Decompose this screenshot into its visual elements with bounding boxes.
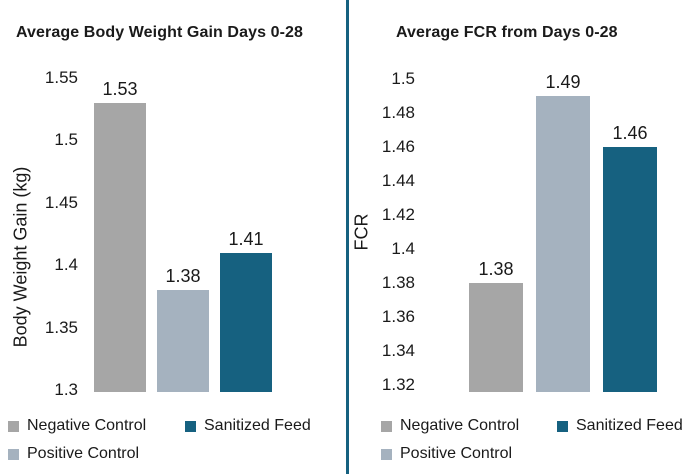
bar-group-negative-control: 1.53 <box>94 79 146 392</box>
chart-panel-body-weight-gain: Average Body Weight Gain Days 0-28 Body … <box>0 0 346 474</box>
chart-title: Average FCR from Days 0-28 <box>396 24 618 41</box>
legend-swatch-icon <box>557 420 568 432</box>
legend-item-sanitized-feed: Sanitized Feed <box>557 412 683 440</box>
legend-item-negative-control: Negative Control <box>8 412 185 440</box>
y-tick-label: 1.3 <box>54 380 78 399</box>
y-tick-label: 1.48 <box>381 103 415 122</box>
legend-item-positive-control: Positive Control <box>381 440 557 468</box>
y-axis-ticks: 1.55 1.5 1.45 1.4 1.35 1.3 <box>0 68 78 399</box>
bar-group-negative-control: 1.38 <box>469 259 523 392</box>
bar-series: 1.38 1.49 1.46 <box>467 72 659 392</box>
y-axis-ticks: 1.5 1.48 1.46 1.44 1.42 1.4 1.38 1.36 1.34 1.32 <box>349 69 415 394</box>
bar-series: 1.53 1.38 1.41 <box>88 78 278 392</box>
bar-negative-control <box>94 103 146 392</box>
legend-label: Sanitized Feed <box>576 417 683 434</box>
legend-label: Sanitized Feed <box>204 417 311 434</box>
y-tick-label: 1.4 <box>391 239 415 258</box>
y-tick-label: 1.45 <box>44 192 78 212</box>
y-tick-label: 1.5 <box>54 130 78 150</box>
legend-swatch-icon <box>8 420 19 432</box>
legend-label: Positive Control <box>27 445 140 462</box>
legend: Negative Control Sanitized Feed Positive C… <box>381 412 683 468</box>
bar-value-label: 1.46 <box>612 123 648 143</box>
bar-value-label: 1.38 <box>478 259 514 279</box>
legend-item-sanitized-feed: Sanitized Feed <box>185 412 311 440</box>
bar-group-positive-control: 1.49 <box>536 72 590 392</box>
bar-value-label: 1.53 <box>102 79 138 99</box>
y-tick-label: 1.34 <box>381 341 415 360</box>
y-tick-label: 1.36 <box>381 307 415 326</box>
chart-title: Average Body Weight Gain Days 0-28 <box>16 24 304 41</box>
legend-swatch-icon <box>185 420 196 432</box>
bar-value-label: 1.41 <box>228 228 264 249</box>
legend-swatch-icon <box>381 420 392 432</box>
y-tick-label: 1.32 <box>381 375 415 394</box>
legend-item-negative-control: Negative Control <box>381 412 557 440</box>
plot-area: 1.55 1.5 1.45 1.4 1.35 1.3 1.53 1.38 1.41 <box>0 68 346 399</box>
legend-label: Negative Control <box>400 417 520 434</box>
y-tick-label: 1.42 <box>381 205 415 224</box>
bar-value-label: 1.38 <box>165 266 201 287</box>
y-tick-label: 1.35 <box>44 317 78 337</box>
legend-swatch-icon <box>8 448 19 460</box>
bar-group-sanitized-feed: 1.46 <box>603 123 657 392</box>
bar-negative-control <box>469 283 523 392</box>
bar-positive-control <box>536 96 590 392</box>
legend-item-positive-control: Positive Control <box>8 440 185 468</box>
legend: Negative Control Sanitized Feed Positive C… <box>8 412 311 468</box>
chart-panel-fcr: Average FCR from Days 0-28 FCR 1.5 1.48 1.… <box>349 0 696 474</box>
bar-positive-control <box>157 290 209 392</box>
bar-value-label: 1.49 <box>545 72 581 92</box>
bar-sanitized-feed <box>603 147 657 392</box>
y-tick-label: 1.4 <box>54 255 78 275</box>
y-tick-label: 1.44 <box>381 171 415 190</box>
y-tick-label: 1.38 <box>381 273 415 292</box>
y-tick-label: 1.5 <box>391 69 415 88</box>
plot-area: 1.5 1.48 1.46 1.44 1.42 1.4 1.38 1.36 1.34 1.32 1… <box>349 69 696 394</box>
y-tick-label: 1.55 <box>44 68 78 87</box>
bar-group-positive-control: 1.38 <box>157 266 209 392</box>
bar-group-sanitized-feed: 1.41 <box>220 229 272 392</box>
bar-sanitized-feed <box>220 252 272 392</box>
legend-swatch-icon <box>381 448 392 460</box>
legend-label: Positive Control <box>400 445 513 462</box>
y-tick-label: 1.46 <box>381 137 415 156</box>
legend-label: Negative Control <box>27 417 147 434</box>
vertical-divider <box>346 0 349 474</box>
